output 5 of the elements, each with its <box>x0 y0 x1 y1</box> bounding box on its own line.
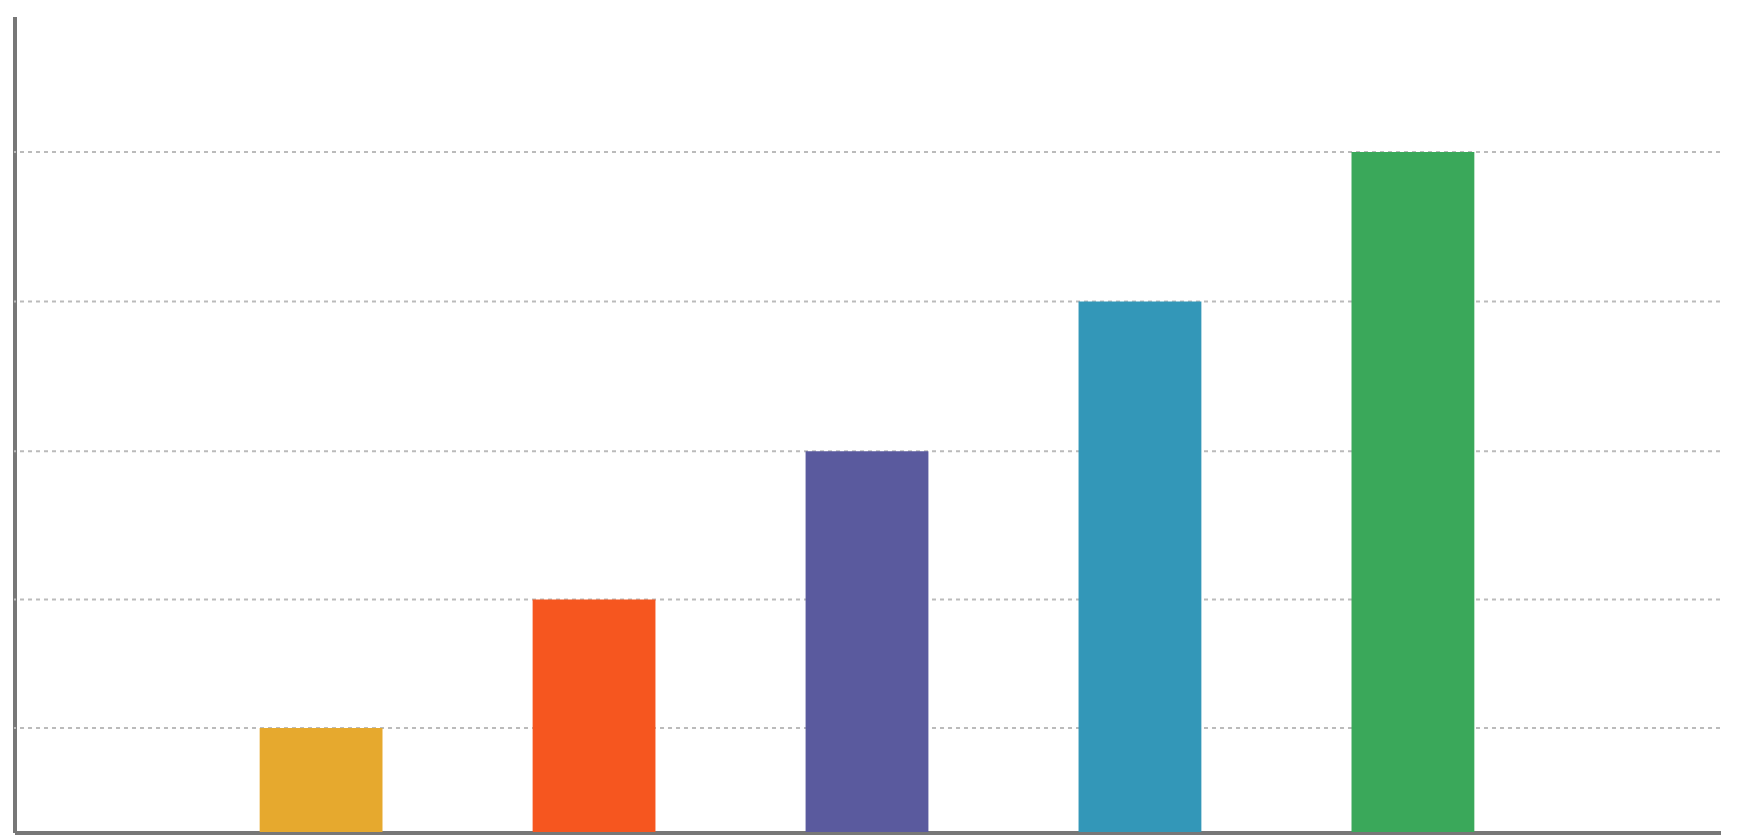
bar <box>532 599 656 832</box>
bar <box>805 451 929 832</box>
bar <box>259 727 383 832</box>
bar <box>1351 152 1475 832</box>
bar <box>1078 301 1202 832</box>
